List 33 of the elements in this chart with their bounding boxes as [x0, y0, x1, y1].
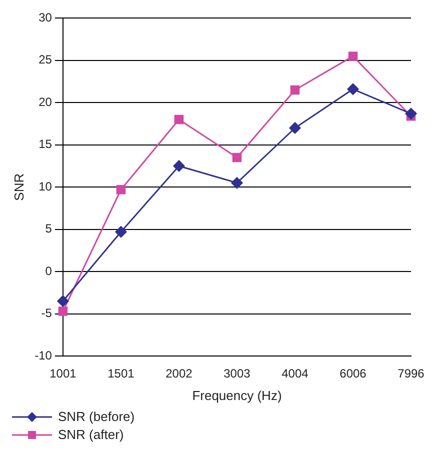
x-tick-label: 6006 — [340, 366, 367, 381]
point — [58, 306, 68, 316]
y-axis-title: SNR — [11, 173, 26, 201]
y-tick-label: -5 — [41, 306, 52, 320]
y-tick-label: 5 — [45, 222, 52, 236]
point — [290, 85, 300, 95]
point — [347, 83, 359, 95]
legend-label: SNR (after) — [58, 426, 124, 444]
x-tick-label: 2002 — [166, 366, 193, 381]
x-tick-label: 3003 — [224, 366, 251, 381]
x-tick-label: 7996 — [398, 366, 425, 381]
x-tick-label: 4004 — [282, 366, 309, 381]
legend-label: SNR (before) — [58, 408, 135, 426]
y-tick-label: -10 — [34, 348, 52, 362]
point — [289, 122, 301, 134]
y-tick-label: 10 — [38, 179, 52, 194]
y-tick-label: 15 — [38, 137, 52, 152]
y-tick-label: 0 — [45, 264, 52, 278]
point — [173, 160, 185, 172]
point — [232, 152, 242, 162]
y-tick-label: 30 — [38, 10, 52, 25]
point — [57, 295, 69, 307]
point — [348, 52, 358, 61]
y-tick-label: 25 — [38, 52, 52, 67]
x-tick-label: 1501 — [108, 366, 135, 381]
x-axis-title: Frequency (Hz) — [192, 388, 282, 403]
y-tick-label: 20 — [38, 94, 52, 109]
point — [174, 114, 184, 124]
point — [231, 177, 243, 189]
point — [115, 226, 127, 238]
point — [116, 184, 126, 194]
point — [405, 108, 417, 120]
x-tick-label: 1001 — [50, 366, 77, 381]
